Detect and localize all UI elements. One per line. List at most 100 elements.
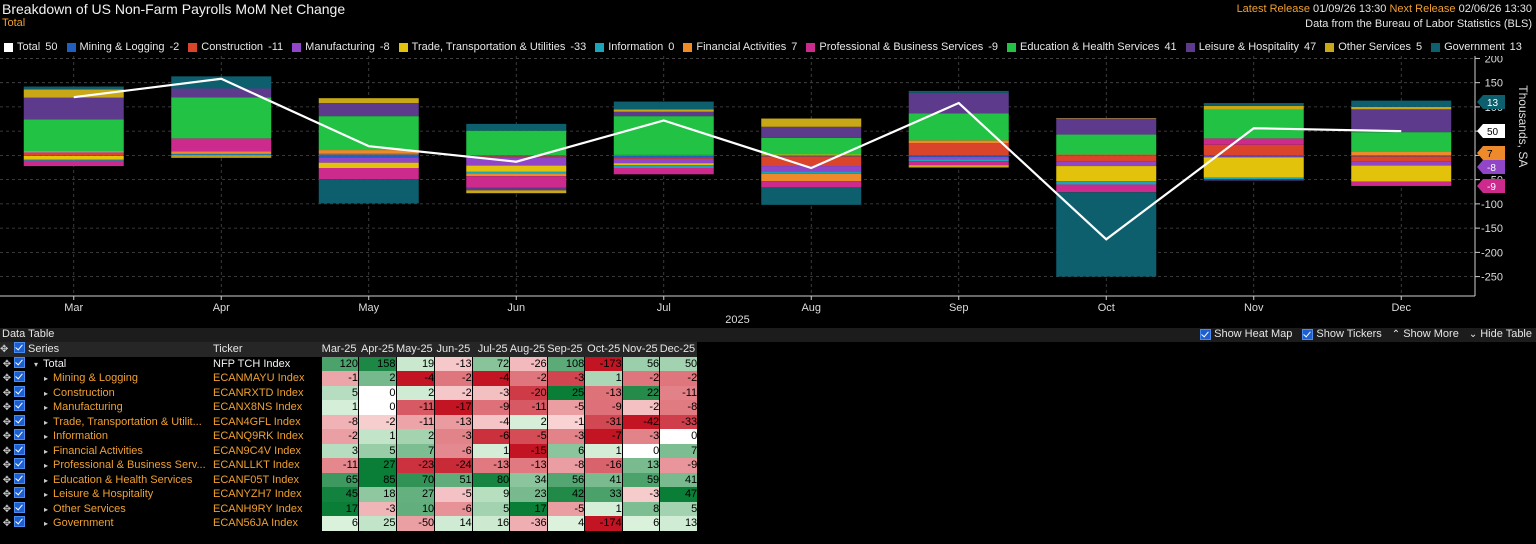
series-cell[interactable]: ▸ Education & Health Services [28,473,213,488]
legend-swatch [806,42,816,52]
legend-item-financial-activities[interactable]: Financial Activities 7 [683,40,797,54]
row-checkbox[interactable] [14,472,28,488]
expand-icon[interactable]: ▸ [44,475,49,485]
series-name: Construction [53,386,115,399]
series-cell[interactable]: ▸ Financial Activities [28,444,213,459]
y-tick-label: 150 [1485,78,1503,90]
expand-icon[interactable]: ▸ [44,432,49,442]
expand-icon[interactable]: ▸ [44,461,49,471]
value-cell: 9 [471,487,510,502]
drag-handle-icon[interactable]: ✥ [2,445,12,457]
expand-icon[interactable]: ▸ [44,417,49,427]
legend-item-professional-business-services[interactable]: Professional & Business Services -9 [806,40,998,54]
bar-construction-sep [908,143,1009,156]
table-row[interactable]: ✥ ▸ Government ECAN56JA Index 6 25 -50 14 16 -36 4… [0,516,698,531]
row-checkbox[interactable] [14,400,28,415]
table-row[interactable]: ✥ ▸ Financial Activities ECAN9C4V Index 3 5 7-… [0,443,698,459]
drag-handle-icon[interactable]: ✥ [2,387,12,399]
show-more-control[interactable]: ⌃ Show More [1392,328,1459,340]
row-checkbox[interactable] [14,385,28,401]
drag-handle-icon[interactable]: ✥ [2,474,12,486]
value-cell: 5 [358,443,396,458]
bar-professional-business-services-may [318,168,419,180]
series-cell[interactable]: ▸ Information [28,429,213,444]
y-tick-label: -150 [1481,223,1503,235]
drag-handle-icon[interactable]: ✥ [2,460,12,472]
row-checkbox[interactable] [14,371,28,386]
series-cell[interactable]: ▸ Professional & Business Serv... [28,458,213,473]
value-cell: 23 [509,487,548,502]
drag-handle-icon[interactable]: ✥ [2,503,12,515]
legend-item-construction[interactable]: Construction -11 [188,40,283,54]
row-checkbox[interactable] [14,487,28,502]
series-cell[interactable]: ▸ Construction [28,386,213,401]
row-checkbox[interactable] [14,356,28,372]
legend-item-leisure-hospitality[interactable]: Leisure & Hospitality 47 [1185,40,1316,54]
ticker-cell: ECAN9C4V Index [213,444,302,457]
drag-handle-icon[interactable]: ✥ [2,431,12,443]
row-checkbox[interactable] [14,429,28,444]
table-row[interactable]: ✥ ▸ Construction ECANRXTD Index 5 0 2 -2 -3 -20 25… [0,385,698,401]
row-checkbox[interactable] [14,516,28,531]
drag-handle-icon[interactable]: ✥ [2,489,12,501]
checkbox-icon[interactable] [1302,328,1314,340]
table-row[interactable]: ✥ ▸ Information ECANQ9RK Index -2 1 2 -3 -6 -5 -3-… [0,429,698,444]
table-row[interactable]: ✥ ▸ Trade, Transportation & Utilit... ECAN4… [0,414,698,430]
value-cell: 13 [659,516,698,531]
legend-item-information[interactable]: Information 0 [595,40,674,54]
show-heat-map-control[interactable]: Show Heat Map [1200,328,1292,340]
legend-item-other-services[interactable]: Other Services 5 [1325,40,1422,54]
drag-handle-icon[interactable]: ✥ [2,373,12,385]
expand-icon[interactable]: ▸ [44,519,49,529]
legend-item-manufacturing[interactable]: Manufacturing -8 [292,40,390,54]
drag-handle-icon[interactable]: ✥ [2,358,12,370]
expand-icon[interactable]: ▸ [44,490,49,500]
legend-item-total[interactable]: Total 50 [4,40,58,54]
row-checkbox[interactable] [14,414,28,430]
collapse-icon[interactable]: ▾ [34,359,39,369]
select-all-checkbox [14,342,28,357]
series-cell[interactable]: ▸ Mining & Logging [28,371,213,386]
checkbox-icon[interactable] [1200,328,1212,340]
legend-item-education-health-services[interactable]: Education & Health Services 41 [1007,40,1177,54]
series-cell[interactable]: ▾ Total [28,357,213,372]
show-tickers-control[interactable]: Show Tickers [1302,328,1382,340]
value-cell: -174 [584,516,623,531]
drag-handle-icon[interactable]: ✥ [2,518,12,530]
expand-icon[interactable]: ▸ [44,446,49,456]
expand-icon[interactable]: ▸ [44,388,49,398]
table-row[interactable]: ✥ ▸ Mining & Logging ECANMAYU Index -1 2 -4 -2-… [0,371,698,386]
drag-handle-icon[interactable]: ✥ [2,402,12,414]
drag-handle-icon[interactable]: ✥ [2,416,12,428]
bar-financial-activities-jul [613,154,714,156]
value-cell: -3 [621,487,660,502]
table-row[interactable]: ✥ ▸ Manufacturing ECANX8NS Index 1 0 -11 -17 -9-… [0,400,698,415]
legend-item-government[interactable]: Government 13 [1431,40,1522,54]
value-cell: 65 [320,472,359,487]
series-cell[interactable]: ▸ Trade, Transportation & Utilit... [28,415,213,430]
series-cell[interactable]: ▸ Government [28,516,213,531]
expand-icon[interactable]: ▸ [44,504,49,514]
legend-item-trade-transportation-utilities[interactable]: Trade, Transportation & Utilities -33 [398,40,586,54]
hide-table-control[interactable]: ⌄ Hide Table [1469,328,1532,340]
table-row[interactable]: ✥ ▸ Education & Health Services ECANF05T In… [0,472,698,488]
table-row[interactable]: ✥ ▾ Total NFP TCH Index 120 158 19 -13 72 -26 108-… [0,356,698,372]
expand-icon[interactable]: ▸ [44,374,49,384]
table-row[interactable]: ✥ ▸ Professional & Business Serv... ECANLLK… [0,458,698,473]
legend-item-mining-logging[interactable]: Mining & Logging -2 [66,40,179,54]
table-row[interactable]: ✥ ▸ Other Services ECANH9RY Index 17 -3 10 -6 5 1… [0,501,698,517]
legend-label: Total [17,41,41,53]
row-checkbox[interactable] [14,458,28,473]
bar-manufacturing-dec [1351,161,1452,166]
table-row[interactable]: ✥ ▸ Leisure & Hospitality ECANYZH7 Index 45 1… [0,487,698,502]
value-cell: 5 [471,501,510,516]
series-cell[interactable]: ▸ Leisure & Hospitality [28,487,213,502]
value-cell: 25 [546,385,585,400]
expand-icon[interactable]: ▸ [44,403,49,413]
series-cell[interactable]: ▸ Manufacturing [28,400,213,415]
row-checkbox[interactable] [14,501,28,517]
bar-education-health-services-dec [1351,132,1452,152]
total-line [73,77,1402,241]
series-cell[interactable]: ▸ Other Services [28,502,213,517]
row-checkbox[interactable] [14,443,28,459]
